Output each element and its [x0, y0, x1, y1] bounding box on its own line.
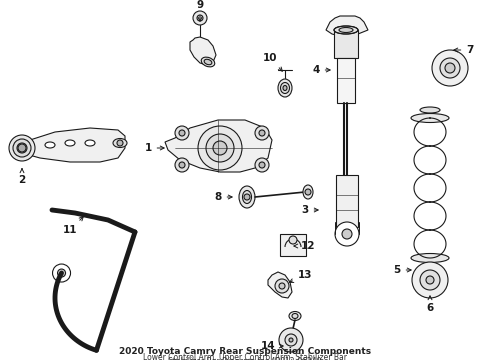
- Text: 2: 2: [19, 169, 25, 185]
- Polygon shape: [190, 37, 216, 65]
- Text: 3: 3: [301, 205, 318, 215]
- Circle shape: [179, 162, 185, 168]
- Text: 7: 7: [454, 45, 474, 55]
- Ellipse shape: [204, 59, 212, 65]
- Circle shape: [18, 144, 26, 152]
- Circle shape: [412, 262, 448, 298]
- Text: 4: 4: [312, 65, 330, 75]
- Circle shape: [289, 236, 297, 244]
- Circle shape: [440, 58, 460, 78]
- Ellipse shape: [292, 314, 298, 319]
- Text: Lower Control Arm, Upper Control Arm, Stabilizer Bar: Lower Control Arm, Upper Control Arm, St…: [143, 352, 347, 360]
- Circle shape: [213, 141, 227, 155]
- Ellipse shape: [65, 140, 75, 146]
- Text: 14: 14: [261, 341, 283, 351]
- Bar: [337, 58, 355, 103]
- Circle shape: [432, 50, 468, 86]
- Polygon shape: [18, 128, 125, 162]
- Text: 11: 11: [63, 217, 83, 235]
- Circle shape: [193, 11, 207, 25]
- Circle shape: [285, 334, 297, 346]
- Circle shape: [342, 229, 352, 239]
- Ellipse shape: [303, 185, 313, 199]
- Text: 9: 9: [196, 0, 203, 21]
- Circle shape: [420, 270, 440, 290]
- Text: 5: 5: [393, 265, 411, 275]
- Circle shape: [175, 126, 189, 140]
- Ellipse shape: [339, 27, 353, 32]
- Circle shape: [175, 158, 189, 172]
- Text: Stabilizer Bar Diagram for 48812-06240: Stabilizer Bar Diagram for 48812-06240: [168, 356, 322, 360]
- Ellipse shape: [289, 311, 301, 320]
- Circle shape: [198, 126, 242, 170]
- Circle shape: [335, 222, 359, 246]
- Ellipse shape: [243, 190, 251, 203]
- Circle shape: [179, 130, 185, 136]
- Ellipse shape: [278, 79, 292, 97]
- Text: 2020 Toyota Camry Rear Suspension Components: 2020 Toyota Camry Rear Suspension Compon…: [119, 347, 371, 356]
- Ellipse shape: [113, 139, 127, 148]
- Ellipse shape: [239, 186, 255, 208]
- Ellipse shape: [411, 113, 449, 122]
- Polygon shape: [165, 120, 272, 172]
- Ellipse shape: [13, 139, 31, 157]
- Text: 6: 6: [426, 296, 434, 313]
- Ellipse shape: [280, 82, 290, 94]
- Ellipse shape: [420, 107, 440, 113]
- Circle shape: [255, 126, 269, 140]
- Bar: [334, 30, 358, 58]
- Text: 13: 13: [290, 270, 312, 283]
- Circle shape: [57, 269, 66, 277]
- Circle shape: [259, 130, 265, 136]
- Circle shape: [279, 328, 303, 352]
- Circle shape: [206, 134, 234, 162]
- Circle shape: [197, 15, 203, 21]
- Polygon shape: [326, 16, 368, 36]
- Circle shape: [275, 279, 289, 293]
- Ellipse shape: [201, 57, 215, 67]
- Circle shape: [259, 162, 265, 168]
- Circle shape: [279, 283, 285, 289]
- Ellipse shape: [334, 26, 358, 34]
- Circle shape: [305, 189, 311, 195]
- Circle shape: [244, 194, 250, 200]
- Circle shape: [255, 158, 269, 172]
- Text: 10: 10: [263, 53, 282, 71]
- Text: 12: 12: [294, 241, 315, 251]
- Circle shape: [426, 276, 434, 284]
- Circle shape: [445, 63, 455, 73]
- Bar: [336, 175, 358, 227]
- Circle shape: [289, 338, 293, 342]
- Bar: [280, 234, 306, 256]
- Circle shape: [52, 264, 71, 282]
- Circle shape: [117, 140, 123, 146]
- Ellipse shape: [17, 143, 27, 153]
- Ellipse shape: [411, 253, 449, 262]
- Ellipse shape: [85, 140, 95, 146]
- Text: 8: 8: [215, 192, 232, 202]
- Text: 1: 1: [145, 143, 164, 153]
- Ellipse shape: [9, 135, 35, 161]
- Ellipse shape: [45, 142, 55, 148]
- Polygon shape: [268, 272, 292, 298]
- Ellipse shape: [283, 85, 287, 90]
